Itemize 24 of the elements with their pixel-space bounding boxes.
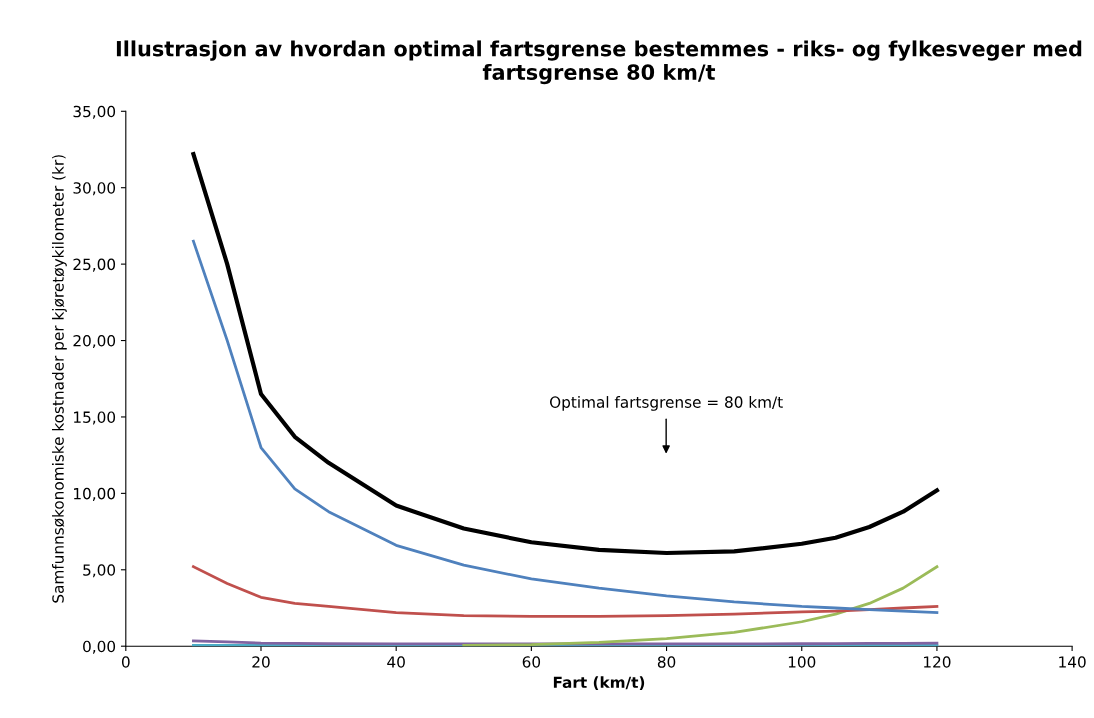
y-axis-title: Samfunnsøkonomiske kostnader per kjøretøykilometer (kr) — [52, 155, 67, 603]
line-series — [192, 239, 939, 614]
y-tick-label: 35,00 — [73, 105, 116, 119]
x-tick-label: 100 — [788, 656, 816, 668]
x-tick-label: 120 — [924, 656, 951, 668]
y-tick-label: 10,00 — [74, 487, 116, 501]
x-axis-title: Fart (km/t) — [553, 676, 645, 690]
x-tick-label: 80 — [657, 656, 676, 668]
line-series — [192, 565, 939, 618]
y-tick-label: 30,00 — [73, 182, 116, 196]
line-series — [462, 565, 939, 647]
x-tick-label: 0 — [121, 656, 130, 668]
y-tick-label: 20,00 — [73, 335, 116, 349]
y-tick-label: 25,00 — [73, 258, 116, 272]
y-tick-label: 15,00 — [74, 411, 116, 425]
y-tick-label: 5,00 — [83, 564, 116, 578]
x-tick-label: 140 — [1059, 656, 1086, 668]
y-tick-label: 0,00 — [83, 640, 116, 654]
annotation: Optimal fartsgrense = 80 km/t — [550, 396, 783, 411]
x-tick-label: 40 — [387, 656, 405, 668]
x-tick-label: 20 — [252, 656, 270, 668]
line-series — [191, 151, 940, 556]
chart-title: Illustrasjon av hvordan optimal fartsgrense bestemmes - riks- og fylkesveger med fartsgrense 80 km/t — [116, 40, 1082, 85]
x-tick-label: 60 — [522, 656, 541, 668]
